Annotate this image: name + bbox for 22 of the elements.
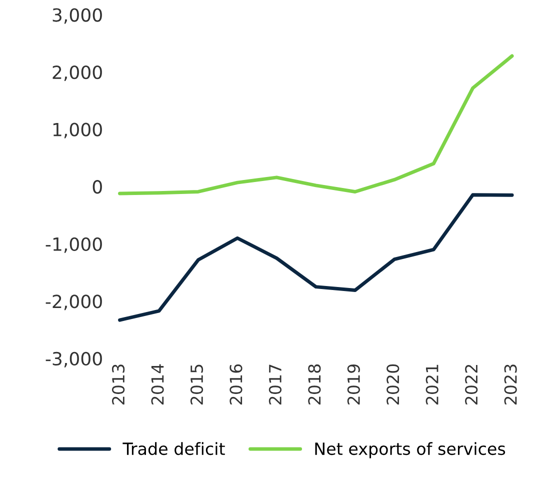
x-tick-label: 2018 bbox=[308, 364, 321, 404]
x-tick-label: 2023 bbox=[504, 364, 517, 404]
y-tick-label: 2,000 bbox=[52, 65, 102, 81]
x-tick-label: 2014 bbox=[151, 364, 164, 404]
y-tick-label: 1,000 bbox=[53, 122, 102, 138]
x-tick-label: 2019 bbox=[347, 364, 360, 404]
x-tick-label: 2013 bbox=[112, 364, 125, 404]
x-tick-label: 2022 bbox=[465, 364, 478, 404]
y-tick-label: -1,000 bbox=[46, 237, 102, 253]
y-tick-label: 0 bbox=[92, 180, 102, 194]
line-series bbox=[118, 54, 514, 196]
x-tick-label: 2017 bbox=[268, 364, 282, 404]
y-tick-label: -2,000 bbox=[46, 294, 102, 310]
x-tick-label: 2016 bbox=[230, 364, 242, 404]
line-series bbox=[118, 193, 514, 322]
y-tick-label: -3,000 bbox=[46, 352, 102, 368]
legend-label: Trade deficit bbox=[122, 442, 225, 456]
legend-label: Net exports of services bbox=[315, 442, 506, 458]
x-tick-label: 2015 bbox=[190, 364, 204, 404]
x-tick-label: 2021 bbox=[426, 364, 438, 404]
x-tick-label: 2020 bbox=[386, 364, 400, 404]
y-tick-label: 3,000 bbox=[52, 8, 102, 24]
